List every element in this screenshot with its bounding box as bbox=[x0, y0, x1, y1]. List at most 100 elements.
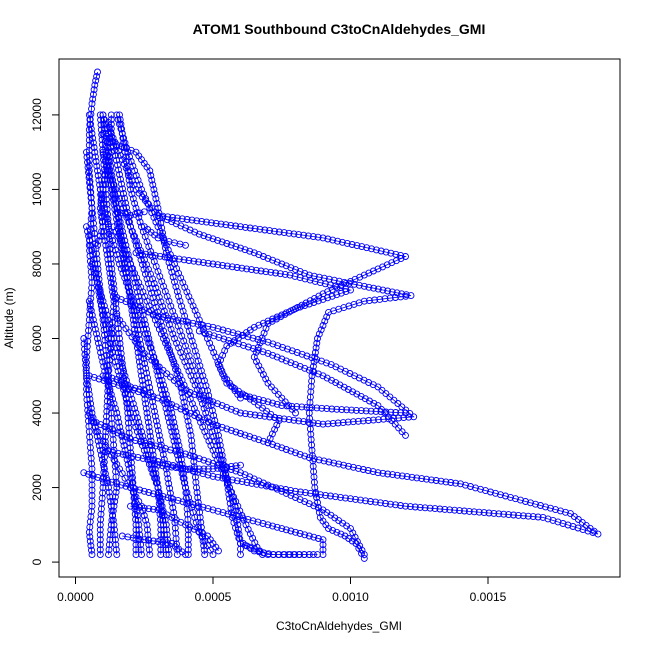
data-point bbox=[107, 325, 115, 333]
data-point bbox=[311, 277, 319, 285]
data-point bbox=[107, 274, 115, 282]
data-point bbox=[259, 348, 267, 356]
data-point bbox=[90, 373, 98, 381]
data-point bbox=[310, 502, 318, 510]
data-point bbox=[171, 312, 178, 320]
data-point bbox=[110, 521, 118, 529]
data-point bbox=[149, 275, 156, 283]
data-point bbox=[88, 502, 96, 510]
data-point bbox=[296, 303, 304, 311]
data-point bbox=[313, 339, 321, 347]
data-point bbox=[275, 228, 283, 236]
data-point bbox=[134, 349, 142, 356]
data-point bbox=[102, 167, 110, 175]
data-point bbox=[172, 428, 180, 436]
data-point bbox=[154, 427, 162, 435]
data-point bbox=[237, 409, 244, 417]
data-point bbox=[124, 167, 132, 175]
data-point bbox=[172, 365, 179, 373]
data-point bbox=[157, 441, 165, 449]
data-point bbox=[186, 395, 194, 403]
data-point bbox=[88, 476, 96, 484]
data-point bbox=[328, 376, 335, 384]
data-point bbox=[333, 291, 341, 299]
data-point bbox=[102, 120, 110, 128]
data-point bbox=[182, 317, 190, 325]
data-point bbox=[391, 420, 399, 428]
data-point bbox=[204, 402, 211, 410]
data-point bbox=[275, 414, 283, 422]
data-point bbox=[507, 493, 514, 501]
data-point bbox=[171, 423, 179, 431]
data-point bbox=[111, 358, 119, 366]
data-point bbox=[314, 420, 322, 428]
data-point bbox=[88, 130, 96, 137]
data-point bbox=[179, 279, 187, 287]
data-point bbox=[176, 297, 184, 305]
data-point bbox=[382, 248, 390, 256]
data-point bbox=[397, 251, 405, 259]
data-point bbox=[92, 158, 100, 165]
data-point bbox=[204, 465, 212, 473]
data-point bbox=[147, 172, 155, 179]
data-point bbox=[96, 531, 104, 539]
data-point bbox=[177, 456, 185, 464]
data-point bbox=[96, 521, 104, 529]
data-point bbox=[140, 190, 148, 198]
data-point bbox=[91, 230, 98, 237]
data-point bbox=[241, 246, 249, 254]
data-point bbox=[239, 331, 247, 339]
data-point bbox=[170, 360, 178, 368]
data-point bbox=[104, 479, 111, 487]
data-point bbox=[362, 497, 369, 505]
data-point bbox=[246, 393, 254, 401]
data-point bbox=[261, 226, 269, 234]
data-point bbox=[465, 507, 473, 515]
data-point bbox=[382, 500, 389, 507]
data-point bbox=[307, 489, 314, 497]
data-point bbox=[364, 417, 372, 424]
data-point bbox=[145, 335, 153, 342]
data-point bbox=[91, 153, 99, 161]
data-point bbox=[99, 372, 107, 380]
data-point bbox=[227, 405, 235, 413]
data-point bbox=[177, 222, 185, 230]
data-point bbox=[185, 422, 193, 430]
data-point bbox=[306, 420, 314, 428]
data-point bbox=[238, 264, 246, 272]
data-point bbox=[182, 484, 189, 492]
data-point bbox=[109, 512, 117, 519]
data-point bbox=[127, 390, 134, 398]
data-point bbox=[249, 334, 257, 342]
data-point bbox=[97, 451, 105, 459]
data-point bbox=[102, 372, 110, 380]
data-point bbox=[87, 454, 95, 462]
data-point bbox=[328, 292, 336, 300]
series-6 bbox=[85, 372, 602, 538]
data-point bbox=[110, 441, 118, 449]
data-point bbox=[157, 531, 165, 539]
data-point bbox=[250, 547, 258, 555]
data-point bbox=[292, 409, 299, 417]
data-point bbox=[259, 520, 267, 527]
data-point bbox=[259, 319, 267, 327]
data-point bbox=[249, 345, 257, 353]
data-point bbox=[125, 176, 133, 184]
data-point bbox=[147, 437, 155, 445]
data-point bbox=[163, 370, 171, 378]
data-point bbox=[153, 422, 161, 430]
data-point bbox=[103, 162, 111, 170]
data-point bbox=[107, 167, 115, 175]
data-point bbox=[83, 223, 90, 231]
data-point bbox=[139, 432, 147, 440]
data-point bbox=[310, 272, 318, 280]
data-point bbox=[559, 520, 567, 527]
data-point bbox=[86, 518, 94, 526]
data-point bbox=[136, 531, 144, 539]
data-point bbox=[158, 322, 166, 330]
data-point bbox=[365, 269, 373, 277]
data-point bbox=[147, 270, 154, 278]
data-point bbox=[114, 161, 121, 169]
data-point bbox=[500, 510, 508, 518]
data-point bbox=[314, 297, 322, 305]
